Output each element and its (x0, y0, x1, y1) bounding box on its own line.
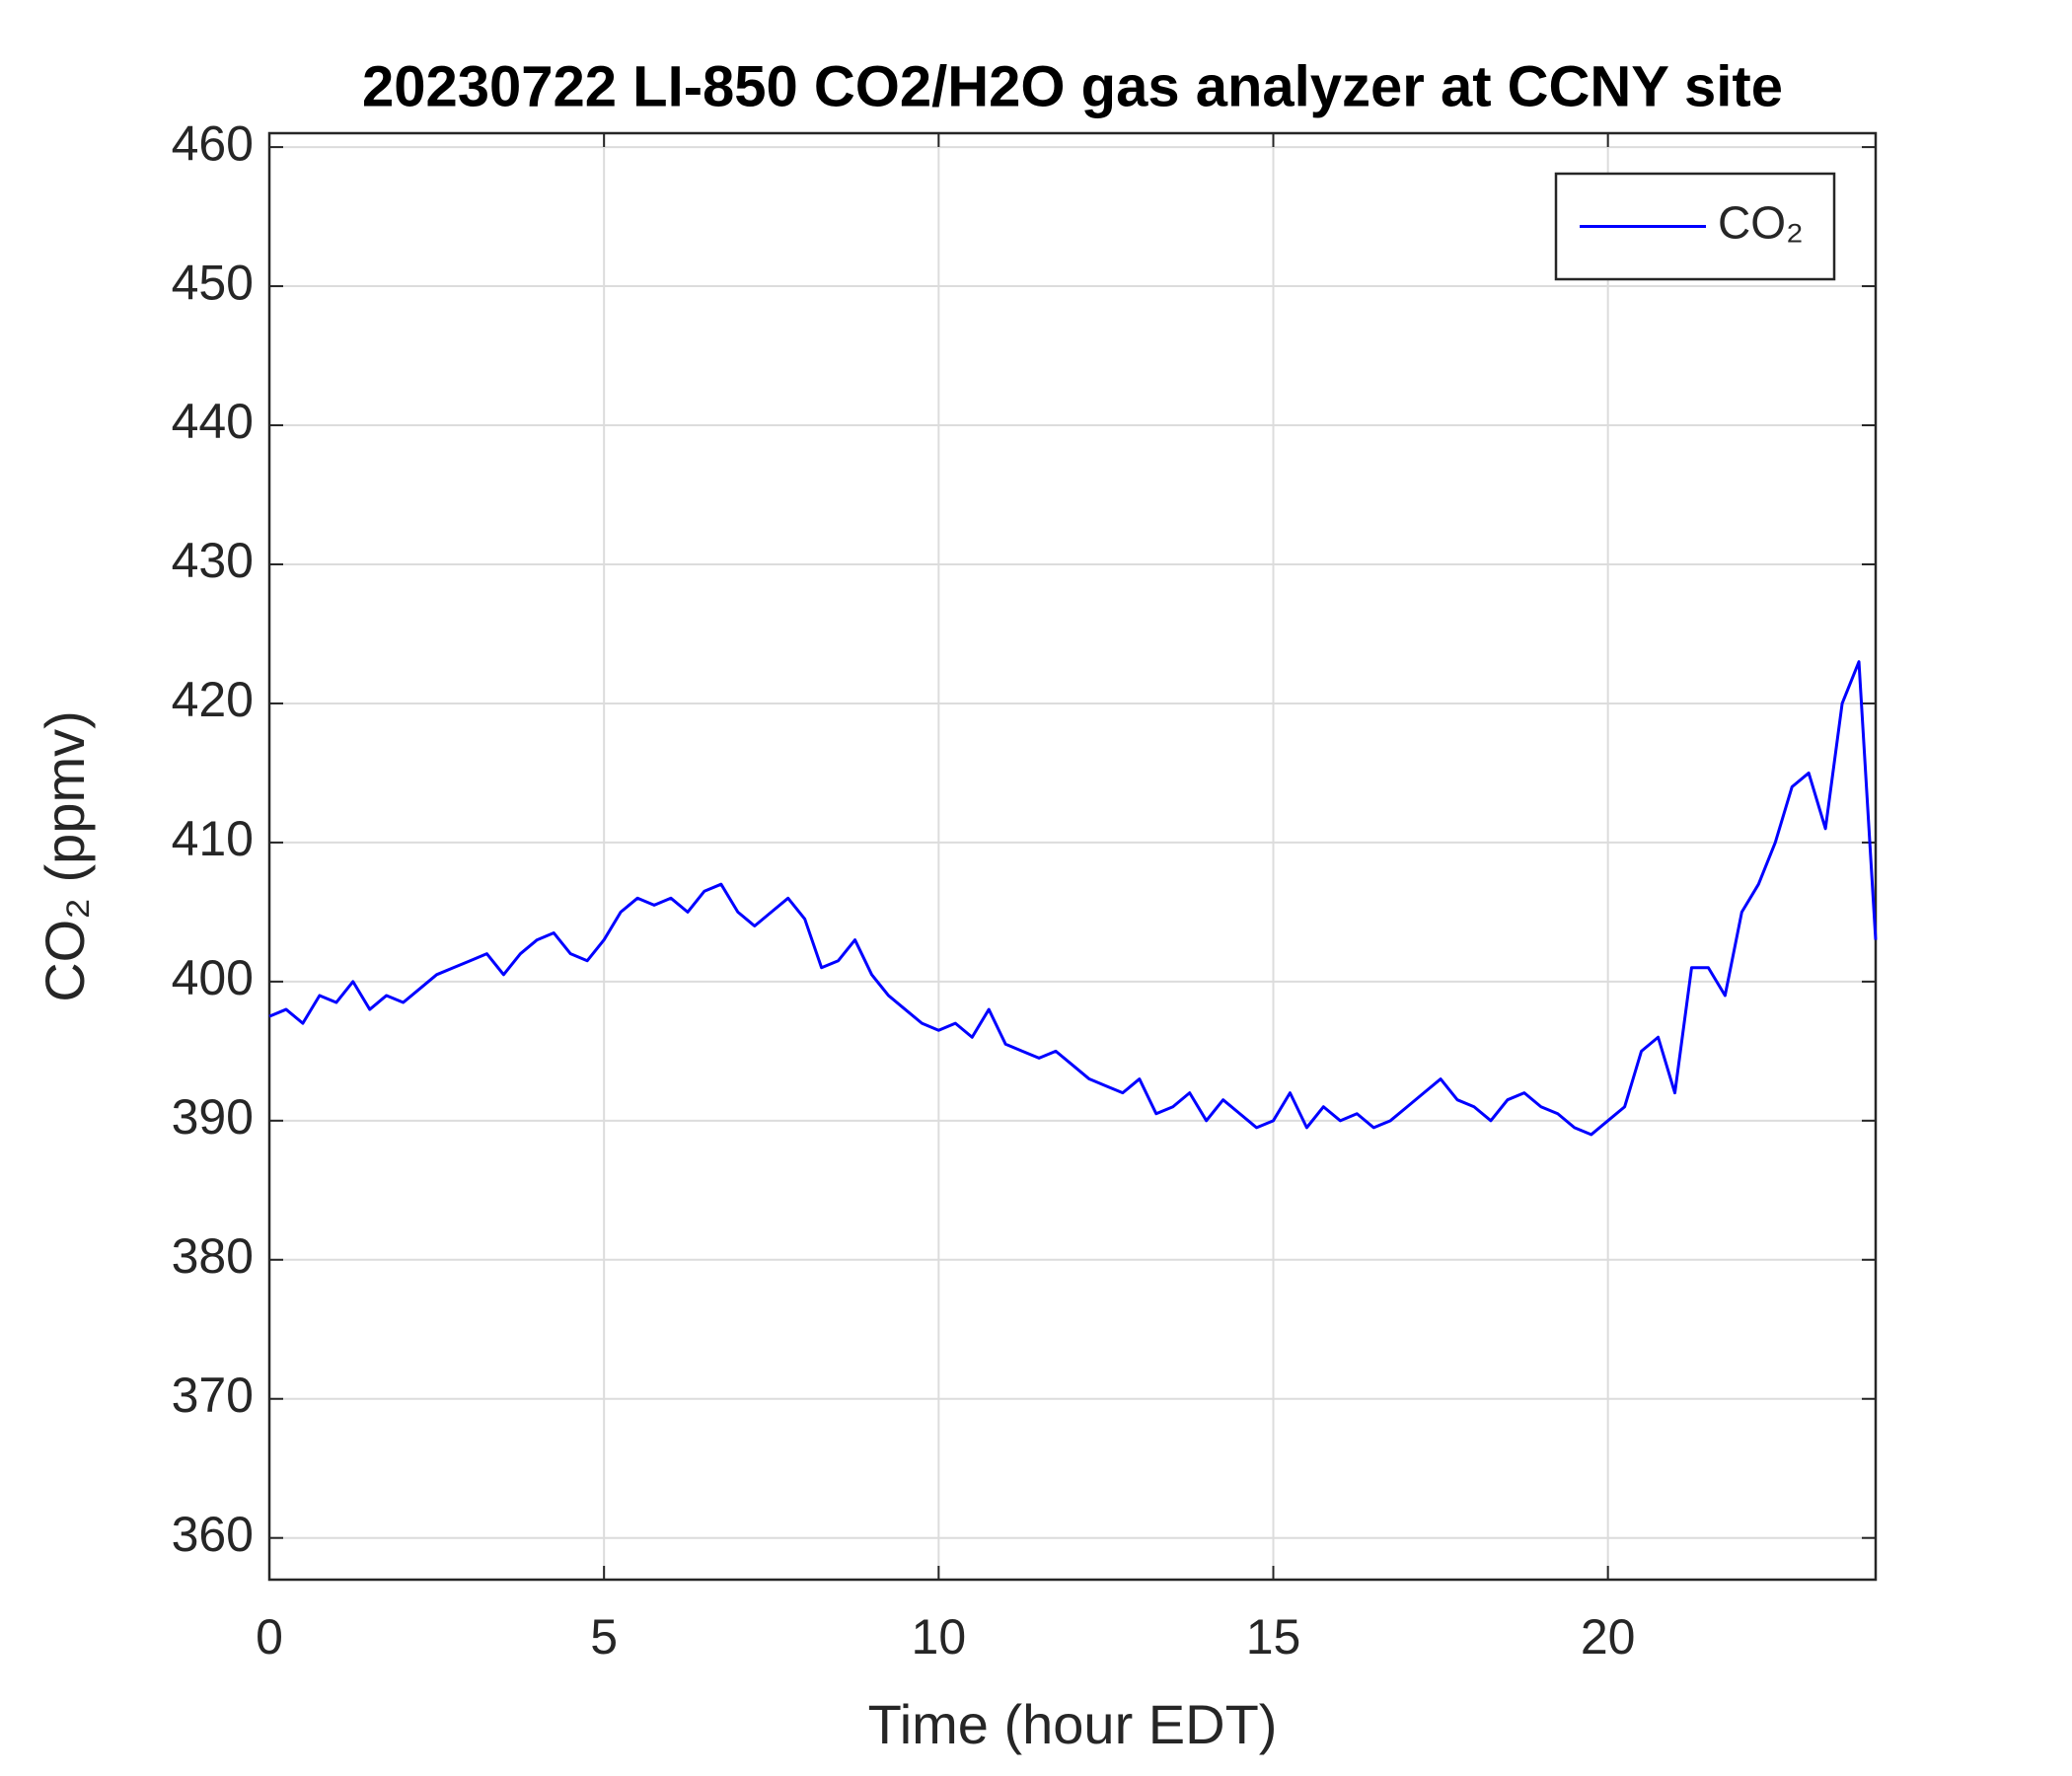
x-tick-label: 0 (256, 1609, 283, 1665)
y-tick-label: 380 (172, 1228, 254, 1284)
y-tick-label: 400 (172, 950, 254, 1005)
y-axis-label: CO₂ (ppmv) (34, 710, 96, 1002)
y-tick-label: 430 (172, 533, 254, 588)
y-tick-label: 370 (172, 1368, 254, 1423)
y-tick-label: 460 (172, 115, 254, 171)
y-tick-label: 390 (172, 1089, 254, 1145)
data-line (268, 660, 1878, 1137)
x-tick-label: 15 (1246, 1609, 1301, 1665)
x-tick-label: 20 (1581, 1609, 1636, 1665)
legend-label: CO₂ (1718, 197, 1804, 249)
x-tick-label: 10 (912, 1609, 967, 1665)
y-tick-label: 450 (172, 255, 254, 310)
chart-title: 20230722 LI-850 CO2/H2O gas analyzer at … (362, 54, 1783, 118)
y-tick-label: 410 (172, 811, 254, 866)
plot-frame (267, 131, 1878, 1582)
y-tick-label: 360 (172, 1507, 254, 1562)
x-axis-label: Time (hour EDT) (868, 1693, 1278, 1755)
y-tick-label: 440 (172, 394, 254, 449)
x-tick-label: 5 (590, 1609, 618, 1665)
y-tick-label: 420 (172, 672, 254, 727)
